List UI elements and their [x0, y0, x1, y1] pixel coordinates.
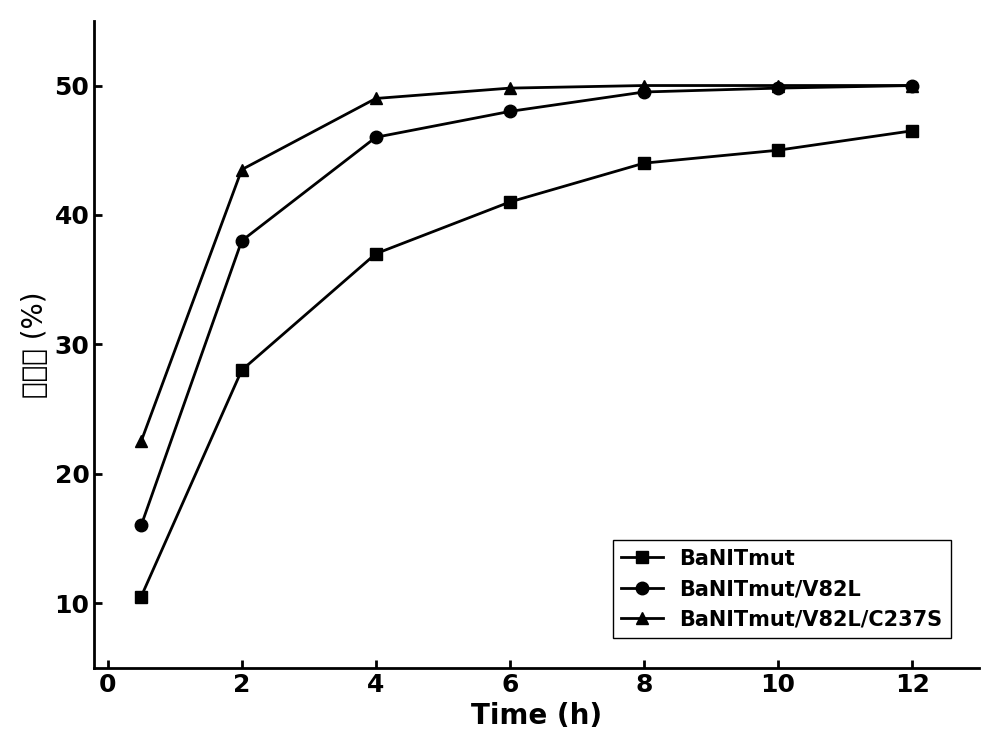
BaNITmut/V82L/C237S [370, 94, 382, 103]
BaNITmut [135, 592, 147, 601]
BaNITmut [906, 126, 918, 135]
Line: BaNITmut: BaNITmut [135, 125, 918, 603]
BaNITmut/V82L [236, 237, 248, 246]
BaNITmut/V82L [135, 521, 147, 530]
Y-axis label: 转化率 (%): 转化率 (%) [21, 291, 49, 397]
BaNITmut [236, 366, 248, 375]
Line: BaNITmut/V82L: BaNITmut/V82L [135, 80, 918, 532]
X-axis label: Time (h): Time (h) [471, 702, 602, 730]
Line: BaNITmut/V82L/C237S: BaNITmut/V82L/C237S [135, 80, 918, 448]
BaNITmut [370, 249, 382, 258]
BaNITmut/V82L/C237S [236, 165, 248, 174]
BaNITmut/V82L [772, 83, 784, 92]
BaNITmut/V82L [370, 133, 382, 142]
BaNITmut [772, 146, 784, 155]
BaNITmut/V82L/C237S [504, 83, 516, 92]
BaNITmut/V82L [504, 107, 516, 116]
BaNITmut/V82L [638, 87, 650, 96]
BaNITmut/V82L [906, 81, 918, 90]
BaNITmut [504, 198, 516, 207]
BaNITmut/V82L/C237S [906, 81, 918, 90]
BaNITmut/V82L/C237S [135, 437, 147, 446]
Legend: BaNITmut, BaNITmut/V82L, BaNITmut/V82L/C237S: BaNITmut, BaNITmut/V82L, BaNITmut/V82L/C… [613, 541, 951, 638]
BaNITmut [638, 158, 650, 167]
BaNITmut/V82L/C237S [772, 81, 784, 90]
BaNITmut/V82L/C237S [638, 81, 650, 90]
